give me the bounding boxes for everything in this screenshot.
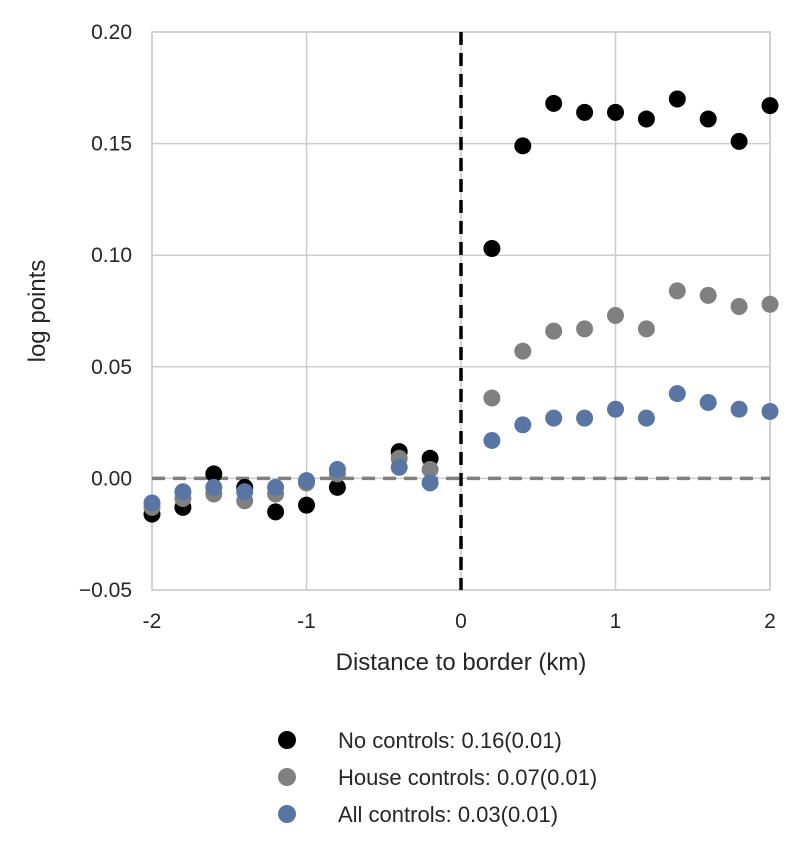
y-tick-label: −0.05 bbox=[79, 579, 132, 602]
data-point bbox=[637, 409, 655, 427]
data-point bbox=[761, 295, 779, 313]
reference-lines bbox=[152, 32, 770, 590]
data-point bbox=[143, 494, 161, 512]
data-point bbox=[607, 306, 624, 324]
y-tick-label: 0.10 bbox=[91, 244, 132, 267]
data-point bbox=[421, 474, 439, 492]
legend-marker bbox=[278, 805, 296, 823]
data-point bbox=[545, 322, 563, 340]
legend-item: House controls: 0.07(0.01) bbox=[278, 765, 597, 790]
data-point bbox=[328, 478, 346, 496]
x-tick-label: -2 bbox=[143, 610, 162, 633]
x-tick-label: 2 bbox=[764, 610, 776, 633]
x-axis-label: Distance to border (km) bbox=[336, 649, 587, 676]
y-tick-label: 0.15 bbox=[91, 133, 132, 156]
legend-label: All controls: 0.03(0.01) bbox=[338, 802, 558, 827]
data-point bbox=[205, 478, 223, 496]
data-point bbox=[668, 385, 686, 403]
x-tick-labels: -2 -1 0 1 2 bbox=[143, 610, 776, 633]
data-point bbox=[267, 478, 285, 496]
legend-item: No controls: 0.16(0.01) bbox=[278, 728, 562, 753]
data-point bbox=[236, 483, 254, 501]
data-point bbox=[576, 103, 594, 121]
y-axis-label: log points bbox=[24, 260, 51, 363]
legend-label: No controls: 0.16(0.01) bbox=[338, 728, 562, 753]
data-point bbox=[514, 342, 532, 360]
data-points bbox=[143, 90, 779, 523]
y-tick-label: 0.00 bbox=[91, 467, 132, 490]
data-point bbox=[730, 132, 748, 150]
data-point bbox=[514, 416, 532, 434]
y-tick-label: 0.05 bbox=[91, 356, 132, 379]
data-point bbox=[637, 320, 655, 338]
y-tick-label: 0.20 bbox=[91, 21, 132, 44]
data-point bbox=[298, 496, 315, 514]
data-point bbox=[174, 483, 192, 501]
data-point bbox=[699, 110, 717, 128]
data-point bbox=[668, 282, 686, 300]
data-point bbox=[328, 460, 346, 478]
x-tick-label: -1 bbox=[297, 610, 316, 633]
legend-item: All controls: 0.03(0.01) bbox=[278, 802, 558, 827]
series-3-points bbox=[143, 385, 779, 512]
data-point bbox=[699, 286, 717, 304]
x-tick-label: 0 bbox=[455, 610, 467, 633]
legend-marker bbox=[278, 768, 296, 786]
data-point bbox=[205, 465, 223, 483]
legend: No controls: 0.16(0.01) House controls: 0… bbox=[278, 728, 597, 827]
data-point bbox=[761, 402, 779, 420]
legend-label: House controls: 0.07(0.01) bbox=[338, 765, 597, 790]
data-point bbox=[576, 409, 594, 427]
data-point bbox=[668, 90, 686, 108]
data-point bbox=[730, 400, 748, 418]
data-point bbox=[730, 298, 748, 316]
data-point bbox=[421, 460, 439, 478]
data-point bbox=[637, 110, 655, 128]
data-point bbox=[545, 409, 563, 427]
data-point bbox=[607, 400, 624, 418]
x-tick-label: 1 bbox=[610, 610, 622, 633]
data-point bbox=[699, 394, 717, 412]
data-point bbox=[483, 389, 501, 407]
y-tick-labels: −0.05 0.00 0.05 0.10 0.15 0.20 bbox=[79, 21, 132, 602]
data-point bbox=[483, 240, 501, 258]
data-point bbox=[267, 503, 285, 521]
data-point bbox=[390, 458, 408, 476]
data-point bbox=[298, 472, 315, 490]
data-point bbox=[576, 320, 594, 338]
data-point bbox=[514, 137, 532, 155]
data-point bbox=[607, 103, 624, 121]
legend-marker bbox=[278, 731, 296, 749]
data-point bbox=[761, 97, 779, 115]
data-point bbox=[545, 94, 563, 112]
data-point bbox=[483, 431, 501, 449]
